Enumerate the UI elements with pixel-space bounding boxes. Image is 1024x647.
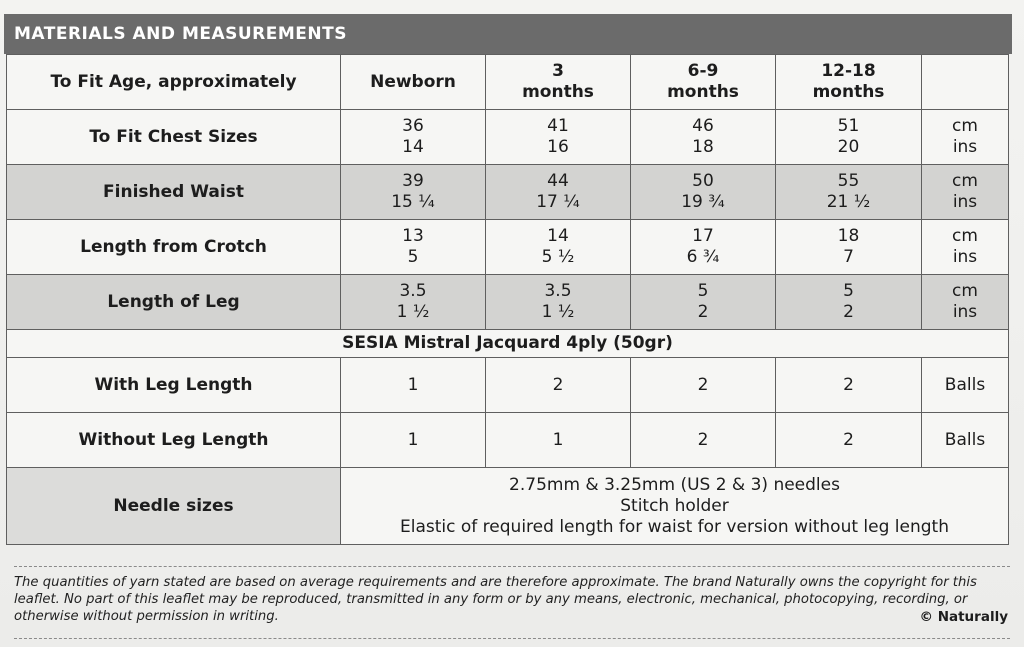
divider — [14, 638, 1010, 639]
disclaimer-text: The quantities of yarn stated are based … — [14, 575, 977, 624]
value-cell: 44 17 ¼ — [485, 164, 631, 220]
value-cell: 41 16 — [485, 109, 631, 165]
row-label: Length of Leg — [6, 274, 341, 330]
yarn-heading-row: SESIA Mistral Jacquard 4ply (50gr) — [6, 329, 1009, 358]
measurements-table: To Fit Age, approximately Newborn 3 month… — [6, 54, 1009, 545]
header-row: To Fit Age, approximately Newborn 3 month… — [6, 54, 1009, 110]
size-header: 3 months — [485, 54, 631, 110]
unit-cell: Balls — [921, 412, 1009, 468]
value-cell: 2 — [485, 357, 631, 413]
value-cell: 18 7 — [775, 219, 922, 275]
value-cell: 2 — [775, 357, 922, 413]
value-cell: 2 — [775, 412, 922, 468]
needle-details: 2.75mm & 3.25mm (US 2 & 3) needles Stitc… — [340, 467, 1009, 545]
value-cell: 50 19 ¾ — [630, 164, 776, 220]
section-title: MATERIALS AND MEASUREMENTS — [4, 14, 1012, 54]
row-label: Length from Crotch — [6, 219, 341, 275]
size-header: 12-18 months — [775, 54, 922, 110]
table-row: Length from Crotch 13 5 14 5 ½ 17 6 ¾ 18 7 c… — [6, 219, 1009, 275]
needle-line: Elastic of required length for waist for… — [400, 516, 949, 537]
unit-cell: cm ins — [921, 164, 1009, 220]
value-cell: 17 6 ¾ — [630, 219, 776, 275]
row-label: To Fit Chest Sizes — [6, 109, 341, 165]
row-label: Needle sizes — [6, 467, 341, 545]
row-label: Without Leg Length — [6, 412, 341, 468]
table-row: To Fit Chest Sizes 36 14 41 16 46 18 51 20 c… — [6, 109, 1009, 165]
unit-cell: cm ins — [921, 274, 1009, 330]
value-cell: 1 — [485, 412, 631, 468]
yarn-heading: SESIA Mistral Jacquard 4ply (50gr) — [6, 329, 1009, 358]
value-cell: 39 15 ¼ — [340, 164, 486, 220]
row-label: Finished Waist — [6, 164, 341, 220]
value-cell: 13 5 — [340, 219, 486, 275]
value-cell: 3.5 1 ½ — [485, 274, 631, 330]
row-label: With Leg Length — [6, 357, 341, 413]
unit-cell: cm ins — [921, 109, 1009, 165]
table-row: Without Leg Length 1 1 2 2 Balls — [6, 412, 1009, 468]
table-row: With Leg Length 1 2 2 2 Balls — [6, 357, 1009, 413]
needle-line: Stitch holder — [620, 495, 729, 516]
value-cell: 55 21 ½ — [775, 164, 922, 220]
value-cell: 46 18 — [630, 109, 776, 165]
value-cell: 1 — [340, 357, 486, 413]
divider — [14, 566, 1010, 567]
needle-row: Needle sizes 2.75mm & 3.25mm (US 2 & 3) … — [6, 467, 1009, 545]
value-cell: 3.5 1 ½ — [340, 274, 486, 330]
size-header: Newborn — [340, 54, 486, 110]
value-cell: 1 — [340, 412, 486, 468]
unit-cell: cm ins — [921, 219, 1009, 275]
value-cell: 51 20 — [775, 109, 922, 165]
value-cell: 2 — [630, 412, 776, 468]
table-row: Finished Waist 39 15 ¼ 44 17 ¼ 50 19 ¾ 55 21… — [6, 164, 1009, 220]
age-label: To Fit Age, approximately — [6, 54, 341, 110]
size-header: 6-9 months — [630, 54, 776, 110]
value-cell: 14 5 ½ — [485, 219, 631, 275]
unit-cell: Balls — [921, 357, 1009, 413]
copyright-mark: © Naturally — [919, 609, 1009, 625]
unit-header — [921, 54, 1009, 110]
value-cell: 36 14 — [340, 109, 486, 165]
value-cell: 2 — [630, 357, 776, 413]
needle-line: 2.75mm & 3.25mm (US 2 & 3) needles — [509, 474, 840, 495]
